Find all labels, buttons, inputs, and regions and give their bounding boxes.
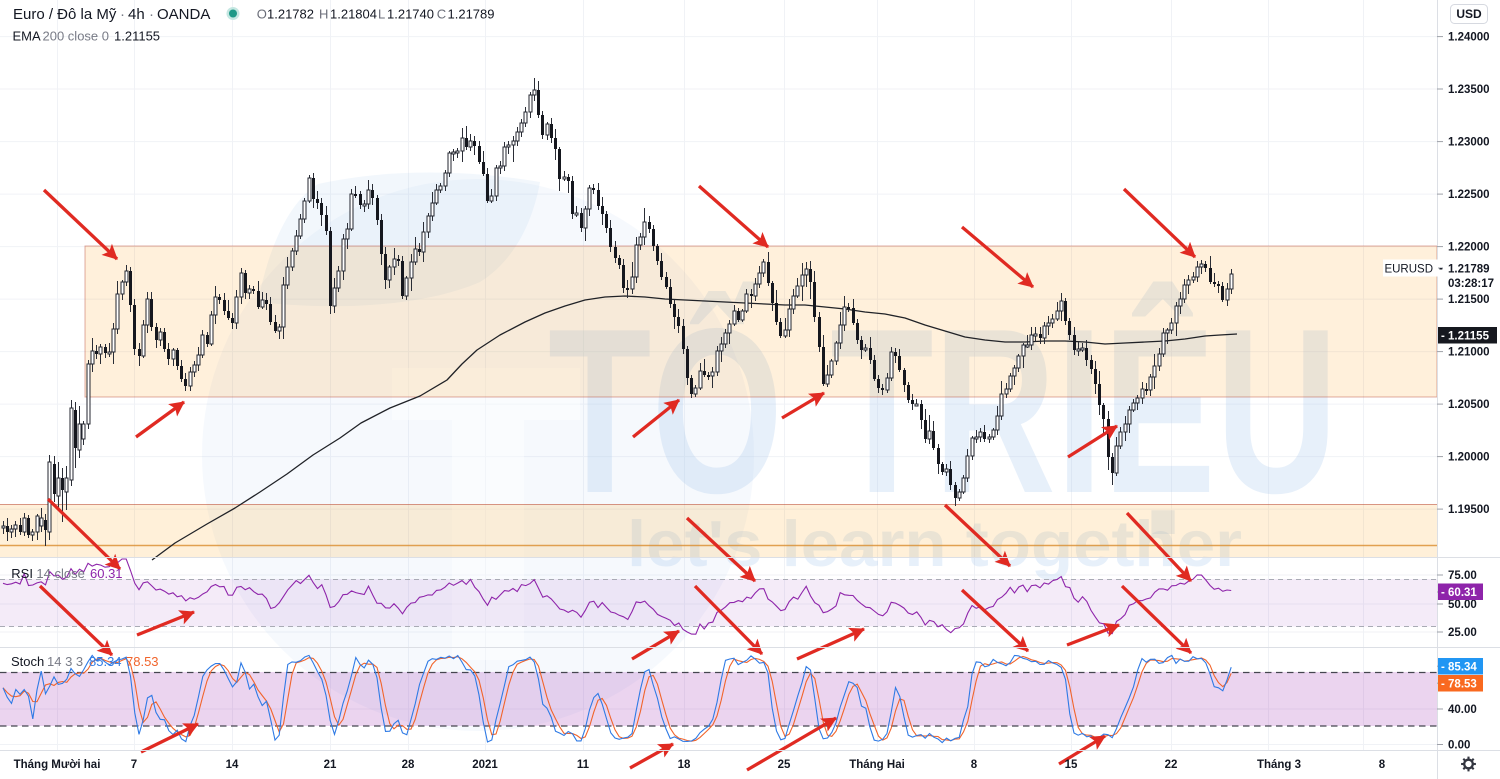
svg-text:11: 11 [577, 759, 590, 771]
svg-text:4h: 4h [128, 6, 145, 23]
svg-text:2021: 2021 [472, 759, 498, 771]
svg-text:1.21740: 1.21740 [387, 7, 434, 22]
svg-text:- 78.53: - 78.53 [1441, 679, 1477, 691]
svg-text:40.00: 40.00 [1448, 704, 1477, 716]
svg-text:H: H [319, 7, 328, 22]
svg-text:03:28:17: 03:28:17 [1448, 278, 1494, 290]
svg-text:1.21782: 1.21782 [267, 7, 314, 22]
svg-text:Tháng 3: Tháng 3 [1257, 759, 1301, 771]
svg-text:14: 14 [226, 759, 239, 771]
svg-text:1.21000: 1.21000 [1448, 347, 1490, 359]
svg-text:75.00: 75.00 [1448, 570, 1477, 582]
svg-text:·: · [149, 6, 154, 23]
svg-text:15: 15 [1065, 759, 1078, 771]
svg-text:21: 21 [324, 759, 337, 771]
svg-text:14 close: 14 close [36, 566, 84, 581]
svg-text:18: 18 [678, 759, 691, 771]
svg-text:1.24000: 1.24000 [1448, 32, 1490, 44]
svg-text:let's learn together: let's learn together [627, 507, 1242, 580]
svg-text:- 1.21155: - 1.21155 [1441, 331, 1490, 343]
svg-text:1.20000: 1.20000 [1448, 452, 1490, 464]
svg-text:O: O [257, 7, 267, 22]
svg-text:RSI: RSI [11, 566, 33, 581]
svg-text:1.23000: 1.23000 [1448, 137, 1490, 149]
svg-text:-: - [1439, 263, 1443, 275]
svg-text:200 close 0: 200 close 0 [43, 29, 110, 44]
svg-text:Tháng Hai: Tháng Hai [849, 759, 905, 771]
svg-text:- 60.31: - 60.31 [1441, 587, 1477, 599]
svg-text:14 3 3: 14 3 3 [47, 654, 83, 669]
svg-text:85.34: 85.34 [89, 654, 122, 669]
svg-text:1.21789: 1.21789 [1448, 264, 1490, 276]
svg-text:8: 8 [1379, 759, 1386, 771]
svg-text:60.31: 60.31 [90, 566, 123, 581]
svg-text:28: 28 [402, 759, 415, 771]
svg-text:1.21789: 1.21789 [448, 7, 495, 22]
svg-text:L: L [378, 7, 385, 22]
svg-text:EURUSD: EURUSD [1384, 264, 1433, 276]
svg-text:Stoch: Stoch [11, 654, 44, 669]
svg-text:EMA: EMA [13, 29, 42, 44]
svg-text:1.19500: 1.19500 [1448, 504, 1490, 516]
svg-text:1.21500: 1.21500 [1448, 294, 1490, 306]
svg-text:1.23500: 1.23500 [1448, 84, 1490, 96]
svg-text:50.00: 50.00 [1448, 599, 1477, 611]
svg-text:0.00: 0.00 [1448, 740, 1470, 752]
svg-text:78.53: 78.53 [126, 654, 159, 669]
svg-text:1.21155: 1.21155 [114, 29, 160, 44]
svg-text:1.22500: 1.22500 [1448, 189, 1490, 201]
svg-text:OANDA: OANDA [157, 6, 210, 23]
svg-text:1.22000: 1.22000 [1448, 242, 1490, 254]
svg-text:8: 8 [971, 759, 978, 771]
svg-text:1.21804: 1.21804 [330, 7, 377, 22]
svg-text:Euro / Đô la Mỹ: Euro / Đô la Mỹ [13, 6, 117, 23]
svg-text:·: · [120, 6, 125, 23]
svg-text:25: 25 [778, 759, 791, 771]
svg-text:7: 7 [131, 759, 137, 771]
svg-text:25.00: 25.00 [1448, 627, 1477, 639]
svg-text:USD: USD [1456, 7, 1482, 21]
svg-text:- 85.34: - 85.34 [1441, 662, 1477, 674]
svg-text:1.20500: 1.20500 [1448, 399, 1490, 411]
svg-text:C: C [437, 7, 446, 22]
svg-text:22: 22 [1165, 759, 1178, 771]
svg-text:Tháng Mười hai: Tháng Mười hai [14, 759, 101, 771]
